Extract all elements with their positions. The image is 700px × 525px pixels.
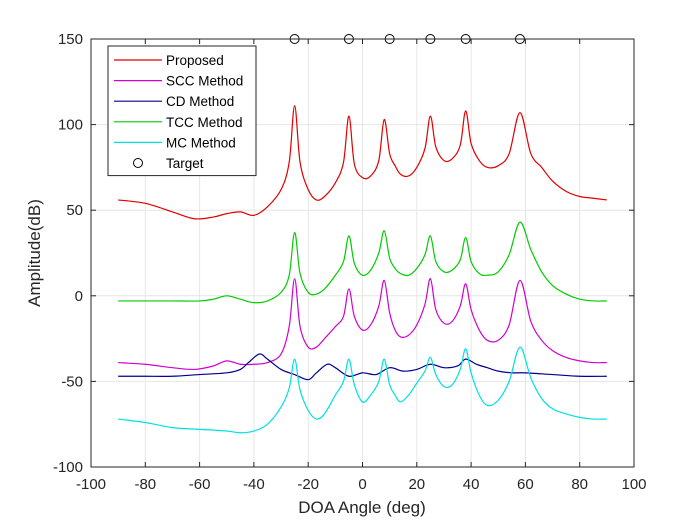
x-axis-label: DOA Angle (deg): [298, 498, 426, 517]
x-tick-label: -60: [189, 476, 211, 493]
legend-label-cd-method: CD Method: [166, 94, 234, 109]
series-line-cd-method: [118, 353, 607, 381]
legend-label-mc-method: MC Method: [166, 135, 236, 150]
legend-label-proposed: Proposed: [166, 53, 224, 68]
y-axis-label: Amplitude(dB): [25, 199, 44, 307]
axis-ticks: -100 -80 -60 -40 -20 0 20 40 60 80 100 -100 -50 0 50 10…: [53, 31, 647, 493]
x-tick-label: 40: [463, 476, 480, 493]
x-tick-label: 60: [517, 476, 534, 493]
legend: Proposed SCC Method CD Method TCC Method MC …: [107, 45, 257, 177]
x-tick-label: 80: [571, 476, 588, 493]
y-tick-label: 50: [66, 202, 83, 219]
y-tick-label: -50: [61, 373, 83, 390]
series-line-tcc-method: [118, 221, 607, 304]
legend-label-target: Target: [166, 156, 204, 171]
y-tick-label: -100: [53, 459, 83, 476]
x-tick-label: -100: [76, 476, 106, 493]
x-tick-label: 0: [358, 476, 366, 493]
legend-label-tcc-method: TCC Method: [166, 115, 243, 130]
x-tick-label: -80: [134, 476, 156, 493]
x-tick-label: -20: [297, 476, 319, 493]
y-tick-label: 0: [75, 288, 83, 305]
series-line-mc-method: [118, 346, 607, 434]
x-tick-label: 20: [408, 476, 425, 493]
series-line-proposed: [118, 105, 607, 220]
y-tick-label: 100: [58, 117, 83, 134]
series-line-scc-method: [118, 278, 607, 371]
series-layer: [118, 105, 607, 434]
legend-box: [107, 45, 257, 177]
x-tick-label: -40: [243, 476, 265, 493]
x-tick-label: 100: [621, 476, 646, 493]
y-tick-label: 150: [58, 31, 83, 48]
legend-label-scc-method: SCC Method: [166, 74, 243, 89]
legend-marker-target: [133, 158, 143, 168]
